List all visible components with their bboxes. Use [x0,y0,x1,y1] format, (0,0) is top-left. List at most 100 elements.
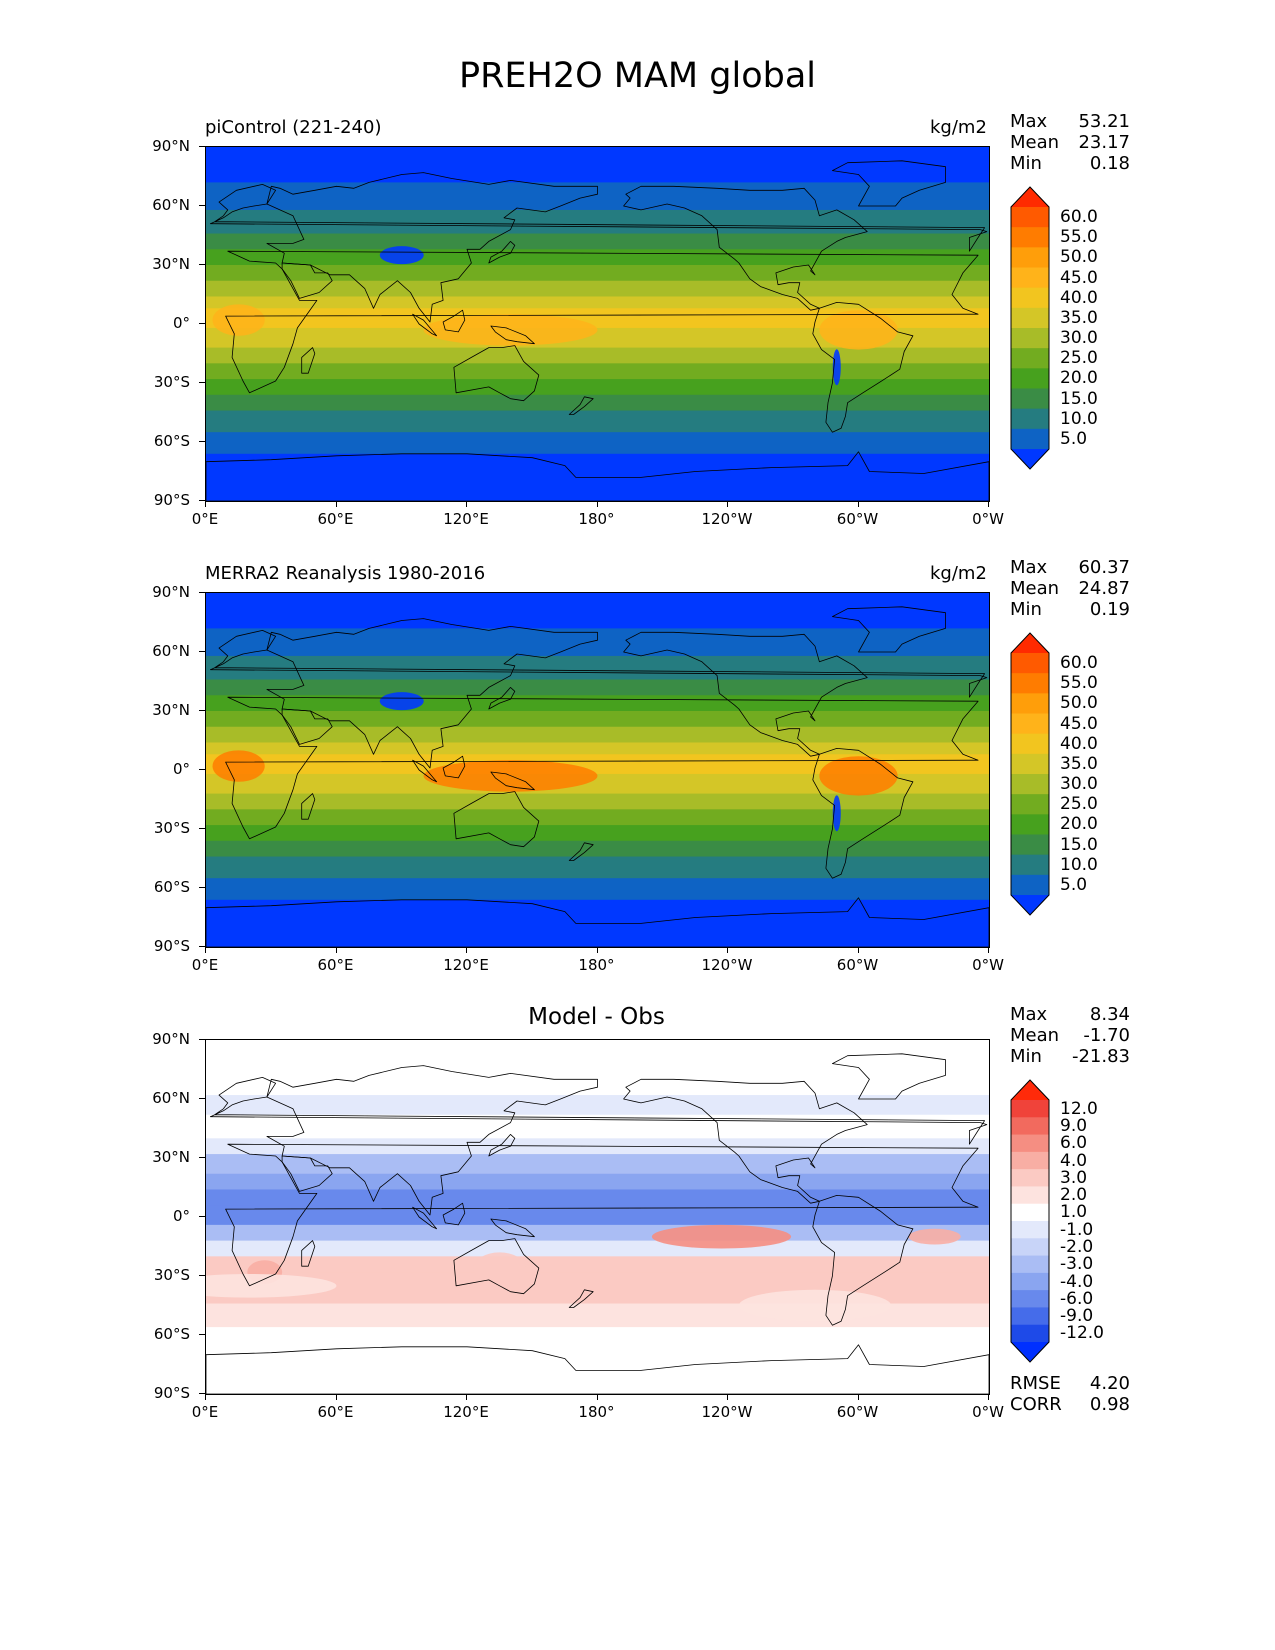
coastline-borneo [442,1202,466,1226]
colorbar-label: 35.0 [1060,753,1098,774]
x-tick-mark [596,1394,598,1400]
coastline-asia [266,1065,598,1216]
panel-units-label: kg/m2 [930,563,987,584]
colorbar-label: 4.0 [1060,1150,1088,1171]
colorbar-label: -2.0 [1060,1236,1094,1257]
colorbar-label: 50.0 [1060,247,1098,268]
coastline-madagascar [301,1240,316,1267]
stat-name: Max [1010,111,1048,132]
y-tick-mark [199,710,205,711]
y-tick-mark [199,323,205,324]
stat-value: 60.37 [1078,557,1130,578]
colorbar-label: 5.0 [1060,428,1088,449]
colorbar [1010,1079,1050,1367]
colorbar-label: 50.0 [1060,693,1098,714]
colorbar-label: 5.0 [1060,874,1088,895]
x-tick-mark [335,947,337,953]
panel-title: Model - Obs [528,1004,665,1030]
y-tick-label: 30°S [153,373,190,391]
colorbar-label: 6.0 [1060,1133,1088,1154]
y-tick-label: 90°S [153,937,190,955]
x-tick-label: 60°E [317,510,354,528]
colorbar-label: 25.0 [1060,348,1098,369]
x-tick-mark [205,1394,206,1400]
colorbar-label: 55.0 [1060,673,1098,694]
stat-name: Min [1010,1046,1042,1067]
x-tick-label: 0°W [972,1403,1004,1421]
x-tick-mark [466,501,467,507]
footer-stat-value: 4.20 [1089,1373,1130,1394]
x-tick-mark [596,947,598,953]
footer-stat-name: CORR [1010,1394,1062,1415]
y-tick-mark [199,1393,205,1394]
stat-value: 53.21 [1078,111,1130,132]
x-tick-mark [857,501,859,507]
y-tick-label: 30°S [153,1266,190,1284]
x-tick-mark [335,501,337,507]
map-axes [205,1039,990,1395]
y-tick-mark [199,828,205,829]
y-tick-mark [199,592,205,593]
map-field [206,1040,989,1394]
colorbar-label: 15.0 [1060,388,1098,409]
stat-value: 0.19 [1089,599,1130,620]
coastline-antarctica [206,897,989,947]
x-tick-label: 60°W [836,1403,879,1421]
colorbar-label: -6.0 [1060,1288,1094,1309]
y-tick-label: 30°S [153,819,190,837]
y-tick-label: 90°N [152,583,190,601]
x-tick-label: 0°W [972,510,1004,528]
colorbar-label: -1.0 [1060,1219,1094,1240]
x-tick-label: 0°E [191,510,219,528]
x-tick-label: 120°E [443,956,489,974]
coastline-sumatra [412,313,438,337]
colorbar-label: 60.0 [1060,207,1098,228]
coastline-arabia [281,708,333,745]
coastline-asia [266,618,598,769]
y-tick-label: 30°N [152,701,190,719]
coastline-borneo [442,309,466,333]
colorbar-label: 20.0 [1060,814,1098,835]
x-tick-label: 180° [578,956,615,974]
y-tick-label: 60°N [152,642,190,660]
y-tick-label: 60°N [152,196,190,214]
y-tick-mark [199,382,205,383]
coastline-southamerica [812,301,914,433]
coastline-sumatra [412,759,438,783]
coastline-asia [266,172,598,323]
colorbar-label: 1.0 [1060,1202,1088,1223]
x-tick-mark [988,947,989,953]
coastline-antarctica [206,451,989,501]
footer-stat-value: 0.98 [1089,1394,1130,1415]
coastline-australia [453,345,540,402]
stat-value: -1.70 [1083,1025,1130,1046]
coastline-nz [568,396,594,415]
y-tick-label: 60°N [152,1089,190,1107]
coastline-australia [453,1238,540,1295]
colorbar-label: 25.0 [1060,794,1098,815]
x-tick-mark [596,501,598,507]
y-tick-mark [199,1275,205,1276]
x-tick-mark [205,501,206,507]
y-tick-label: 90°N [152,137,190,155]
coastline-europe [210,630,988,698]
y-tick-mark [199,146,205,147]
x-tick-label: 0°W [972,956,1004,974]
y-tick-label: 0° [172,1207,190,1225]
coastline-newguinea [490,325,535,345]
colorbar-label: 15.0 [1060,834,1098,855]
panel-units-label: kg/m2 [930,117,987,138]
coastline-africa [225,696,979,840]
coastline-australia [453,791,540,848]
x-tick-mark [727,501,728,507]
coastline-southamerica [812,1194,914,1326]
x-tick-label: 60°W [836,956,879,974]
x-tick-label: 0°E [191,956,219,974]
colorbar [1010,186,1050,474]
stat-name: Max [1010,557,1048,578]
figure-title: PREH2O MAM global [458,56,816,96]
coastline-greenland [832,160,946,207]
stat-name: Min [1010,599,1042,620]
x-tick-mark [466,947,467,953]
map-field [206,593,989,947]
